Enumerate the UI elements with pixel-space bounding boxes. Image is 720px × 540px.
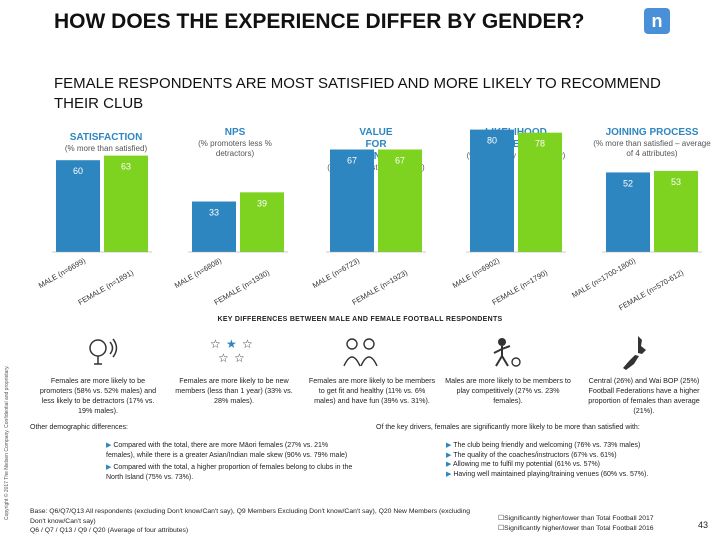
drivers-heading: Of the key drivers, females are signific… [376, 424, 640, 431]
chart-subtitle: (% promoters less % detractors) [198, 139, 272, 158]
chart-subtitle: (% quite likely or very likely) [466, 151, 566, 160]
chart-subtitle: (% more than satisfied) [64, 144, 148, 153]
page-subtitle: FEMALE RESPONDENTS ARE MOST SATISFIED AN… [54, 75, 661, 112]
copyright: Copyright © 2017 The Nielsen Company. Co… [4, 365, 10, 520]
arrow-icon: ▶ [446, 461, 453, 468]
bar-value-label: 78 [535, 139, 545, 149]
chart-subtitle: (% more than satisfied – average of 4 at… [593, 139, 711, 158]
list-item: ▶ The quality of the coaches/instructors… [446, 451, 712, 461]
svg-text:☆: ☆ [234, 351, 245, 365]
legend-text: Significantly higher/lower than Total Fo… [504, 515, 654, 522]
category-label: FEMALE (n=1891) [77, 268, 136, 307]
bar-male [330, 149, 374, 252]
nielsen-logo-icon: n [644, 8, 670, 34]
legend-item: ☐Significantly higher/lower than Total F… [498, 524, 654, 534]
bar-value-label: 53 [671, 177, 681, 187]
box-icon: ☐ [498, 515, 505, 522]
bar-female [518, 132, 562, 252]
other-list: ▶ Compared with the total, there are mor… [106, 441, 356, 482]
list-item: ▶ The club being friendly and welcoming … [446, 441, 712, 451]
chart-title: VALUE FOR MONEY [357, 127, 395, 162]
bar-male [606, 172, 650, 252]
bar-value-label: 39 [257, 198, 267, 208]
bar-value-label: 60 [73, 166, 83, 176]
chart-title: NPS [224, 127, 246, 138]
new-zealand-map-icon [623, 336, 646, 370]
drivers-list: ▶ The club being friendly and welcoming … [446, 441, 712, 479]
list-item-text: The club being friendly and welcoming (7… [453, 442, 641, 449]
category-label: FEMALE (n=1923) [351, 268, 410, 307]
list-item: ▶ Compared with the total, there are mor… [106, 441, 356, 460]
bar-value-label: 52 [623, 178, 633, 188]
bar-value-label: 67 [347, 155, 357, 165]
bar-male [470, 129, 514, 252]
base-note: Base: Q6/Q7/Q13 All respondents (excludi… [30, 508, 471, 534]
list-item-text: Having well maintained playing/training … [453, 470, 649, 478]
chart-title: JOINING PROCESS [605, 127, 699, 138]
bar-female [104, 155, 148, 252]
difference-text-federations: Central (26%) and Wai BOP (25%) Football… [588, 376, 700, 415]
bar-female [654, 170, 698, 252]
arrow-icon: ▶ [106, 464, 114, 471]
list-item: ▶ Compared with the total, a higher prop… [106, 463, 356, 482]
category-label: MALE (n=6902) [451, 256, 502, 290]
difference-text-fitness: Females are more likely to be members to… [308, 376, 436, 405]
bar-female [378, 149, 422, 252]
bar-value-label: 33 [209, 208, 219, 218]
category-label: MALE (n=1700-1800) [570, 256, 637, 300]
svg-text:☆: ☆ [210, 337, 221, 351]
page-title: HOW DOES THE EXPERIENCE DIFFER BY GENDER… [54, 10, 585, 33]
bar-female [240, 192, 284, 252]
list-item: ▶ Having well maintained playing/trainin… [446, 470, 712, 480]
bar-male [56, 160, 100, 252]
bar-value-label: 80 [487, 136, 497, 146]
chart-header-nps: NPS (% promoters less % detractors) [180, 127, 290, 159]
chart-header-satisfaction: SATISFACTION (% more than satisfied) [46, 132, 166, 154]
category-label: FEMALE (n=570-612) [617, 268, 685, 313]
stars-icon: ☆ ★ ☆ ☆ ☆ [210, 337, 253, 365]
page-number: 43 [698, 520, 709, 530]
category-label: MALE (n=6723) [311, 256, 362, 290]
category-label: MALE (n=6699) [37, 256, 88, 290]
legend-text: Significantly higher/lower than Total Fo… [504, 525, 654, 532]
svg-text:☆: ☆ [218, 351, 229, 365]
legend-item: ☐Significantly higher/lower than Total F… [498, 514, 654, 524]
speaker-icon [89, 338, 118, 365]
other-heading: Other demographic differences: [30, 424, 128, 431]
chart-header-value: VALUE FOR MONEY (% agree or strongly agr… [316, 127, 436, 173]
box-icon: ☐ [498, 525, 505, 532]
arrow-icon: ▶ [446, 451, 454, 459]
chart-title: SATISFACTION [69, 132, 143, 143]
difference-text-competitive: Males are more likely to be members to p… [445, 376, 571, 405]
list-item-text: Compared with the total, there are more … [106, 442, 348, 459]
chart-subtitle: (% agree or strongly agree) [327, 163, 425, 172]
difference-text-new-members: Females are more likely to be new member… [175, 376, 293, 405]
difference-text-promoters: Females are more likely to be promoters … [39, 376, 157, 415]
category-label: MALE (n=6808) [173, 256, 224, 290]
arrow-icon: ▶ [446, 442, 454, 449]
chart-header-joining: JOINING PROCESS (% more than satisfied –… [592, 127, 712, 159]
chart-title: LIKELIHOOD TO REJOIN [485, 127, 547, 150]
list-item-text: Compared with the total, a higher propor… [106, 464, 353, 481]
bar-charts: 60 MALE (n=6699) 63 FEMALE (n=1891) 33 MALE (… [37, 129, 702, 313]
significance-legend: ☐Significantly higher/lower than Total F… [498, 514, 654, 534]
bar-male [192, 201, 236, 252]
list-item: ▶ Allowing me to fulfil my potential (61… [446, 460, 712, 470]
section-title: KEY DIFFERENCES BETWEEN MALE AND FEMALE … [217, 316, 503, 323]
category-label: FEMALE (n=1930) [213, 268, 272, 307]
list-item-text: Allowing me to fulfil my potential (61% … [452, 461, 601, 468]
bar-value-label: 63 [121, 162, 131, 172]
players-icon [493, 338, 521, 367]
bar-value-label: 67 [395, 155, 405, 165]
svg-text:☆: ☆ [242, 337, 253, 351]
chart-header-rejoin: LIKELIHOOD TO REJOIN (% quite likely or … [456, 127, 576, 161]
arrow-icon: ▶ [106, 442, 114, 449]
svg-text:★: ★ [226, 337, 237, 351]
people-icon [343, 338, 378, 367]
list-item-text: The quality of the coaches/instructors (… [453, 451, 617, 459]
category-label: FEMALE (n=1790) [491, 268, 550, 307]
arrow-icon: ▶ [446, 470, 454, 478]
